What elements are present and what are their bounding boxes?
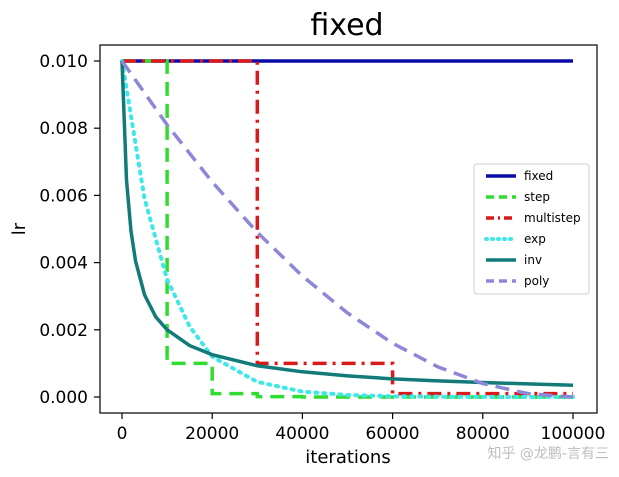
legend-label-multistep: multistep <box>524 211 581 225</box>
series-line-poly <box>120 59 574 399</box>
y-tick-label: 0.008 <box>39 119 88 139</box>
legend-item-poly: poly <box>486 274 549 288</box>
legend-label-inv: inv <box>524 253 542 267</box>
y-tick-label: 0.000 <box>39 388 88 408</box>
legend-label-step: step <box>524 190 550 204</box>
legend-label-exp: exp <box>524 232 546 246</box>
y-axis-label: lr <box>9 222 30 235</box>
legend-item-inv: inv <box>486 253 542 267</box>
y-tick-label: 0.006 <box>39 186 88 206</box>
legend-label-poly: poly <box>524 274 549 288</box>
x-tick-label: 40000 <box>275 424 329 444</box>
series-line-multistep <box>122 59 573 396</box>
series-group <box>120 59 575 399</box>
y-axis-ticks: 0.000 0.002 0.004 0.006 0.008 0.010 <box>39 52 100 408</box>
legend-item-step: step <box>486 190 550 204</box>
chart-title: fixed <box>310 8 383 43</box>
legend-item-fixed: fixed <box>486 169 553 183</box>
y-tick-label: 0.010 <box>39 52 88 72</box>
legend-items: fixed step multistep exp inv poly <box>484 169 581 288</box>
x-axis-label: iterations <box>305 447 390 468</box>
y-tick-label: 0.004 <box>39 254 88 274</box>
y-tick-label: 0.002 <box>39 321 88 341</box>
series-line-step <box>122 59 573 399</box>
legend-item-multistep: multistep <box>486 211 581 225</box>
x-tick-label: 100000 <box>541 424 606 444</box>
legend-item-exp: exp <box>484 232 546 246</box>
series-line-inv <box>120 60 574 387</box>
legend-label-fixed: fixed <box>524 169 553 183</box>
legend: fixed step multistep exp inv poly <box>473 163 590 295</box>
series-line-exp <box>120 59 575 399</box>
x-tick-label: 60000 <box>366 424 420 444</box>
x-tick-label: 80000 <box>456 424 510 444</box>
watermark: 知乎 @龙鹏-言有三 <box>487 445 609 462</box>
x-tick-label: 20000 <box>185 424 239 444</box>
x-axis-ticks: 0 20000 40000 60000 80000 100000 <box>117 413 606 444</box>
x-tick-label: 0 <box>117 424 128 444</box>
